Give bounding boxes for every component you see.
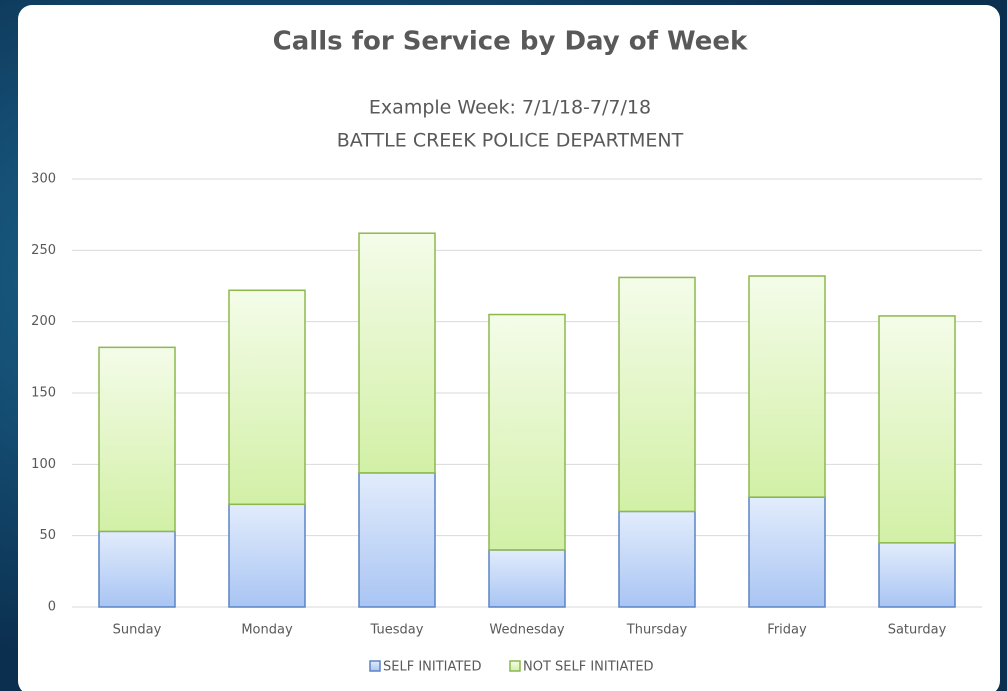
bar-segment bbox=[228, 289, 306, 506]
y-tick-label: 300 bbox=[31, 172, 56, 187]
bar-segment bbox=[748, 275, 826, 498]
legend-swatch bbox=[509, 660, 521, 672]
y-tick-label: 200 bbox=[31, 314, 56, 329]
bar-segment bbox=[98, 346, 176, 533]
subtitle: Example Week: 7/1/18-7/7/18 bbox=[369, 97, 651, 119]
y-tick-label: 150 bbox=[31, 386, 56, 401]
subtitle: BATTLE CREEK POLICE DEPARTMENT bbox=[337, 130, 684, 152]
bar-segment bbox=[878, 542, 956, 608]
bar-segment bbox=[878, 315, 956, 544]
bar-segment bbox=[748, 496, 826, 608]
x-tick-label: Thursday bbox=[626, 623, 688, 638]
x-tick-label: Monday bbox=[241, 623, 293, 638]
bar-segment bbox=[358, 232, 436, 474]
bar-segment bbox=[98, 530, 176, 608]
x-tick-label: Wednesday bbox=[489, 623, 565, 638]
x-tick-label: Tuesday bbox=[370, 623, 424, 638]
y-tick-label: 250 bbox=[31, 243, 56, 258]
legend-label: NOT SELF INITIATED bbox=[523, 660, 654, 675]
bar-segment bbox=[358, 472, 436, 608]
y-tick-label: 100 bbox=[31, 457, 56, 472]
bar-segment bbox=[618, 510, 696, 608]
bar-segment bbox=[228, 503, 306, 608]
legend-label: SELF INITIATED bbox=[383, 660, 482, 675]
bar-segment bbox=[488, 313, 566, 551]
legend-swatch bbox=[369, 660, 381, 672]
x-tick-label: Friday bbox=[767, 623, 807, 638]
bar-segment bbox=[618, 276, 696, 513]
chart-title: Calls for Service by Day of Week bbox=[273, 27, 748, 57]
y-tick-label: 0 bbox=[48, 600, 56, 615]
y-tick-label: 50 bbox=[39, 528, 56, 543]
x-tick-label: Sunday bbox=[113, 623, 162, 638]
bar-segment bbox=[488, 549, 566, 608]
x-tick-label: Saturday bbox=[888, 623, 947, 638]
